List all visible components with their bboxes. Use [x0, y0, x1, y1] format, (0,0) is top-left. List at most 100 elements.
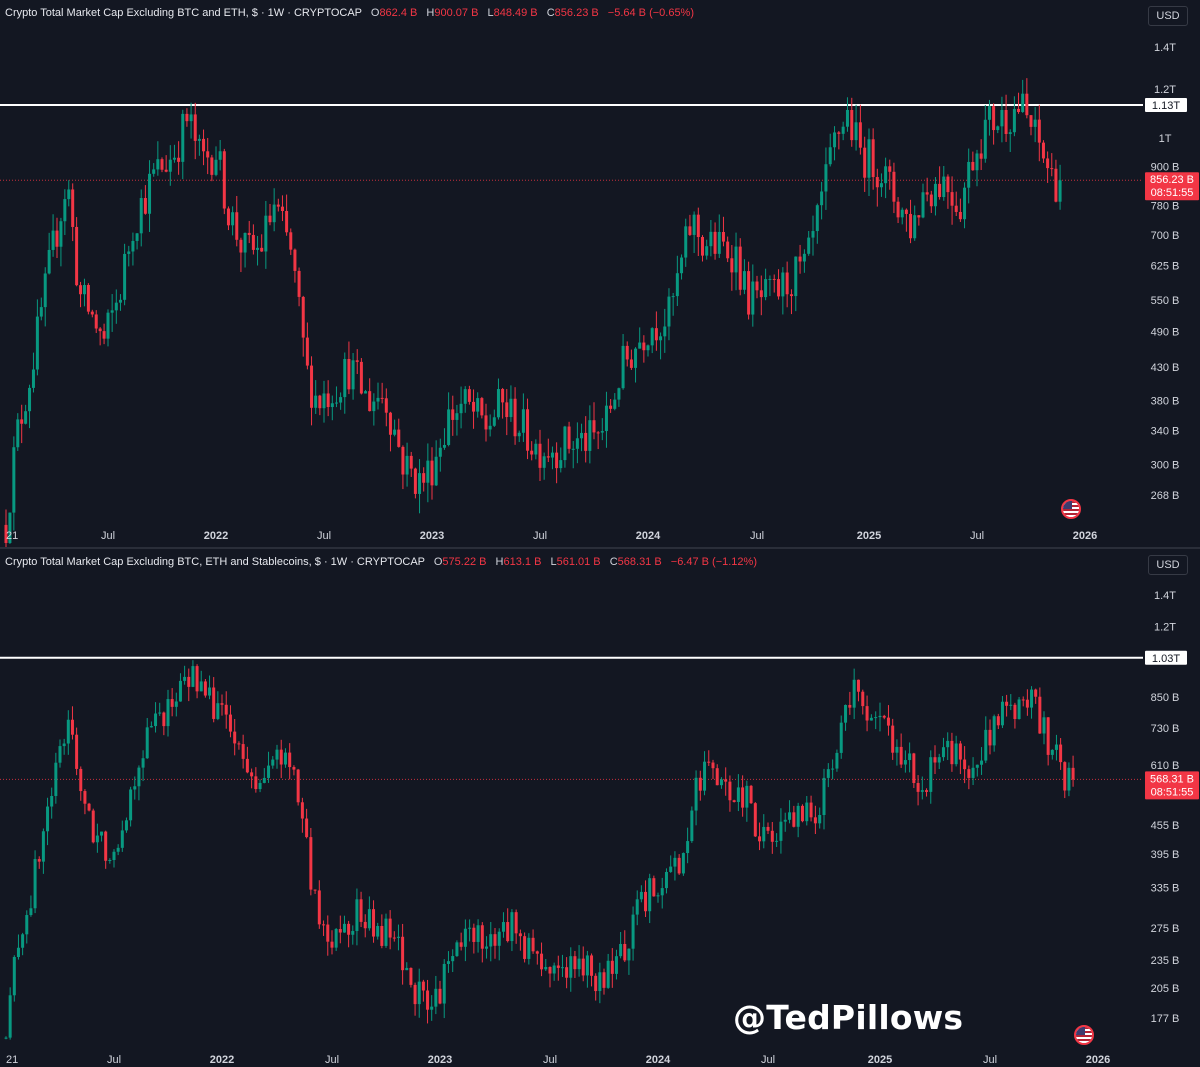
low-label: L — [550, 556, 557, 568]
x-tick-label: Jul — [761, 1054, 775, 1066]
candle-body — [809, 802, 813, 818]
candle-body — [191, 666, 195, 687]
candle-body — [730, 258, 734, 273]
y-tick-label: 700 B — [1151, 230, 1180, 242]
candle-body — [376, 397, 380, 402]
candle-body — [47, 249, 51, 274]
x-tick-label: 2022 — [204, 530, 228, 542]
y-tick-label: 730 B — [1151, 723, 1180, 735]
us-flag-icon[interactable] — [1074, 1025, 1094, 1045]
candle-body — [326, 393, 330, 408]
candle-body — [971, 161, 975, 171]
candle-body — [775, 840, 779, 842]
candle-body — [112, 851, 116, 861]
candle-body — [280, 206, 284, 211]
candle-body — [208, 687, 212, 696]
candle-body — [434, 988, 438, 1007]
candle-body — [850, 109, 854, 141]
candle-body — [388, 412, 392, 435]
candle-body — [417, 981, 421, 1005]
candle-body — [575, 438, 579, 449]
candle-body — [459, 403, 463, 414]
us-flag-icon[interactable] — [1061, 499, 1081, 519]
candle-body — [197, 138, 201, 141]
candle-body — [228, 714, 232, 732]
candle-body — [831, 768, 835, 770]
candle-body — [285, 210, 289, 233]
candle-body — [413, 984, 417, 1005]
candle-body — [875, 177, 879, 188]
candle-body — [418, 473, 422, 494]
candle-body — [510, 912, 514, 942]
candle-body — [534, 443, 538, 455]
candle-body — [751, 281, 755, 315]
candle-body — [1025, 699, 1029, 708]
candle-body — [933, 183, 937, 207]
candle-body — [711, 762, 715, 769]
last-price-label: 568.31 B — [1150, 773, 1194, 785]
candle-body — [828, 147, 832, 165]
candle-body — [680, 257, 684, 274]
candle-body — [768, 278, 772, 280]
candle-body — [133, 786, 137, 790]
y-tick-label: 455 B — [1151, 820, 1180, 832]
candle-body — [852, 679, 856, 708]
candle-body — [882, 715, 886, 718]
bar-countdown-label: 08:51:55 — [1151, 786, 1194, 798]
chart-title: Crypto Total Market Cap Excluding BTC, E… — [5, 556, 425, 568]
chart-panel-top[interactable]: 1.4T 1.2T 1T 900 B 780 B 700 B 625 B 550 B 490 B… — [0, 0, 1200, 547]
candle-body — [736, 787, 740, 802]
candle-body — [617, 388, 621, 400]
candle-body — [488, 425, 492, 430]
candle-body — [920, 790, 924, 792]
candle-body — [983, 119, 987, 159]
candle-body — [755, 281, 759, 291]
candle-body — [650, 328, 654, 346]
candle-body — [565, 967, 569, 978]
candle-body — [492, 417, 496, 426]
candle-body — [975, 764, 979, 768]
currency-button[interactable]: USD — [1148, 6, 1188, 26]
currency-button[interactable]: USD — [1148, 555, 1188, 575]
candle-body — [979, 153, 983, 159]
candle-body — [401, 446, 405, 475]
candle-body — [892, 171, 896, 202]
candle-body — [703, 761, 707, 791]
candle-body — [322, 924, 326, 926]
candle-body — [426, 460, 430, 483]
candle-body — [613, 399, 617, 409]
candle-body — [258, 782, 262, 790]
candlestick-chart[interactable]: 1.4T 1.2T 1T 900 B 780 B 700 B 625 B 550 B 490 B… — [0, 0, 1200, 547]
candle-body — [652, 878, 656, 897]
panel-divider[interactable] — [0, 547, 1200, 549]
candle-body — [818, 814, 822, 824]
candle-body — [58, 746, 62, 763]
candle-body — [359, 899, 363, 922]
candle-body — [226, 208, 230, 226]
candle-body — [145, 727, 149, 759]
candle-body — [86, 285, 90, 312]
candle-body — [917, 215, 921, 218]
candle-body — [195, 666, 199, 692]
candle-body — [367, 909, 371, 929]
candle-body — [62, 743, 66, 747]
candle-body — [1000, 701, 1004, 726]
candle-body — [738, 246, 742, 290]
candle-body — [518, 933, 522, 937]
candle-body — [467, 389, 471, 402]
chart-panel-bottom[interactable]: 1.4T 1.2T 850 B 730 B 610 B 455 B 395 B 335 B 27… — [0, 549, 1200, 1067]
candlestick-chart[interactable]: 1.4T 1.2T 850 B 730 B 610 B 455 B 395 B 335 B 27… — [0, 549, 1200, 1067]
candle-body — [162, 712, 166, 727]
high-value: 613.1 B — [503, 556, 542, 568]
candle-body — [149, 726, 153, 728]
candle-body — [724, 779, 728, 782]
candle-body — [28, 387, 32, 412]
candle-body — [100, 831, 104, 836]
candle-body — [279, 749, 283, 765]
author-watermark: @TedPillows — [733, 998, 964, 1037]
candle-body — [71, 189, 75, 227]
candle-body — [106, 312, 110, 339]
candle-body — [941, 747, 945, 758]
y-tick-label: 490 B — [1151, 326, 1180, 338]
candle-body — [861, 691, 865, 707]
